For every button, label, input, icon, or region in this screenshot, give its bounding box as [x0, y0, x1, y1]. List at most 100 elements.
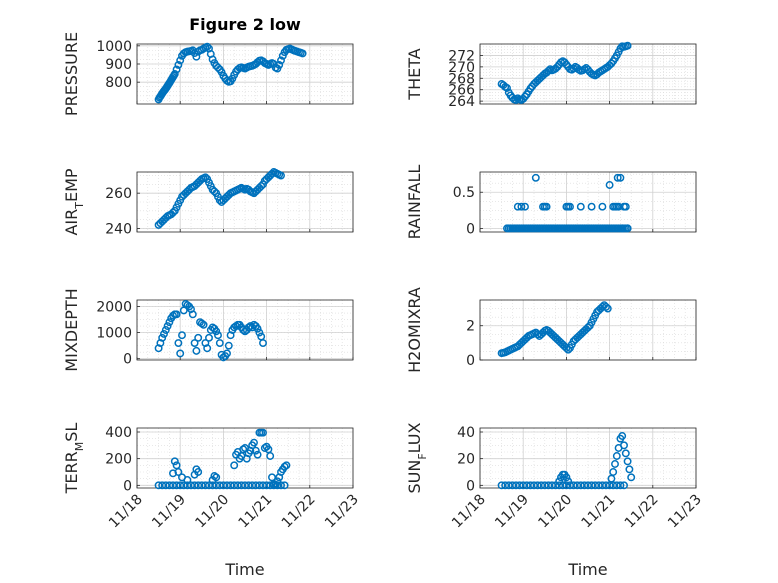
data-point — [573, 481, 582, 490]
data-point — [210, 187, 219, 196]
y-axis-label: RAINFALL — [405, 165, 424, 240]
data-point — [517, 202, 526, 211]
data-point — [255, 481, 264, 490]
x-tick-label: 11/22 — [279, 492, 319, 532]
data-point — [230, 461, 239, 470]
data-point — [530, 481, 538, 490]
data-point — [625, 465, 634, 474]
data-point — [587, 202, 596, 211]
y-tick-label: 0 — [466, 221, 475, 237]
data-series — [497, 301, 612, 358]
data-point — [569, 64, 578, 73]
data-point — [201, 481, 210, 490]
data-point — [176, 349, 185, 358]
x-tick-label: 11/22 — [622, 492, 662, 532]
data-point — [161, 326, 170, 334]
y-tick-label: 1000 — [96, 39, 132, 55]
data-point — [230, 481, 239, 490]
data-point — [259, 428, 267, 437]
x-tick-label: 11/23 — [665, 492, 705, 532]
y-axis-label: PRESSURE — [62, 32, 81, 116]
data-point — [612, 452, 621, 460]
data-point — [562, 344, 571, 352]
data-point — [521, 202, 529, 211]
axes-box — [136, 171, 354, 233]
data-point — [512, 481, 520, 490]
data-point — [226, 481, 235, 490]
data-series — [154, 168, 285, 229]
data-point — [576, 481, 585, 490]
data-point — [212, 481, 221, 490]
data-point — [564, 477, 573, 486]
y-tick-label: 0 — [123, 352, 132, 368]
subplot-pressure: 800 900 1000 PRESSURE — [62, 32, 354, 116]
data-point — [172, 481, 181, 490]
data-point — [165, 481, 174, 490]
data-point — [562, 481, 571, 490]
data-point — [169, 481, 177, 490]
data-point — [280, 481, 289, 490]
data-point — [501, 481, 510, 490]
x-tick-label: 11/18 — [106, 492, 146, 532]
data-point — [255, 328, 264, 337]
data-point — [564, 345, 573, 354]
y-tick-label: 0 — [123, 478, 132, 494]
data-point — [613, 173, 622, 182]
data-point — [170, 457, 179, 466]
data-point — [239, 445, 248, 454]
subplot-h2omixra: 0 2 H2OMIXRA — [405, 287, 697, 373]
data-point — [627, 473, 636, 482]
x-tick-label: 11/18 — [449, 492, 489, 532]
data-series — [503, 173, 632, 233]
data-series — [154, 428, 291, 490]
x-tick-label: 11/20 — [535, 492, 575, 532]
data-point — [241, 481, 249, 490]
data-point — [609, 468, 618, 476]
data-point — [190, 339, 199, 347]
data-point — [277, 171, 285, 180]
data-point — [262, 481, 271, 490]
data-point — [214, 331, 222, 340]
data-point — [251, 446, 260, 455]
data-point — [273, 477, 282, 486]
y-axis-label: THETA — [405, 48, 424, 100]
data-point — [253, 324, 262, 333]
data-point — [223, 481, 231, 490]
data-point — [526, 481, 535, 490]
data-series — [497, 41, 632, 104]
data-point — [591, 481, 600, 490]
data-point — [576, 202, 585, 211]
data-point — [172, 310, 181, 319]
data-point — [208, 481, 217, 490]
data-point — [531, 173, 540, 182]
y-tick-label: 0.5 — [453, 185, 475, 201]
data-point — [259, 481, 267, 490]
data-point — [233, 481, 242, 490]
data-point — [611, 460, 619, 468]
data-point — [190, 481, 199, 490]
data-point — [169, 469, 177, 478]
data-point — [548, 481, 556, 490]
x-tick-label: 11/21 — [236, 492, 276, 532]
figure-title: Figure 2 low — [189, 15, 301, 34]
data-series — [497, 432, 636, 490]
data-point — [614, 202, 623, 211]
data-point — [215, 481, 224, 490]
data-point — [250, 438, 258, 447]
y-tick-label: 2000 — [96, 300, 132, 316]
data-point — [584, 481, 592, 490]
data-point — [504, 481, 513, 490]
data-point — [555, 477, 564, 486]
y-tick-label: 264 — [448, 94, 475, 110]
data-point — [163, 322, 172, 331]
y-tick-label: 0 — [466, 478, 475, 494]
data-point — [268, 169, 276, 178]
data-point — [179, 481, 188, 490]
axes-box — [479, 299, 697, 361]
data-point — [298, 49, 307, 58]
data-point — [605, 181, 614, 189]
data-point — [533, 481, 542, 490]
data-point — [519, 481, 528, 490]
data-point — [587, 481, 596, 490]
data-point — [621, 202, 630, 211]
